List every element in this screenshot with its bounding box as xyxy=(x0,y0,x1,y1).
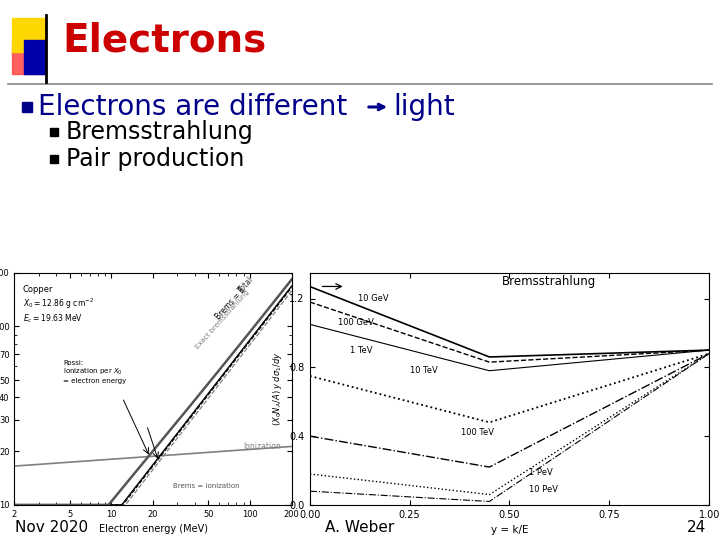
Text: Rossi:
Ionization per $X_0$
= electron energy: Rossi: Ionization per $X_0$ = electron e… xyxy=(63,360,127,384)
Text: Copper: Copper xyxy=(23,286,53,294)
Text: 100 GeV: 100 GeV xyxy=(338,318,374,327)
Text: Ionization: Ionization xyxy=(243,442,282,451)
Text: A. Weber: A. Weber xyxy=(325,519,395,535)
Text: Brems = E: Brems = E xyxy=(214,285,248,321)
Text: Brems = ionization: Brems = ionization xyxy=(174,483,240,489)
Text: 10 GeV: 10 GeV xyxy=(358,294,388,303)
Text: 100 TeV: 100 TeV xyxy=(462,428,495,437)
Y-axis label: $(X_0 N_A / A)\; y\; d\sigma_1/dy$: $(X_0 N_A / A)\; y\; d\sigma_1/dy$ xyxy=(271,352,284,426)
Bar xyxy=(12,18,46,52)
Bar xyxy=(50,128,58,136)
Text: $E_c = 19.63$ MeV: $E_c = 19.63$ MeV xyxy=(23,312,83,325)
X-axis label: Electron energy (MeV): Electron energy (MeV) xyxy=(99,524,207,534)
Text: Exact bremsstrahlung: Exact bremsstrahlung xyxy=(194,289,251,350)
Text: Electrons are different: Electrons are different xyxy=(38,93,356,121)
Text: light: light xyxy=(393,93,454,121)
Text: 24: 24 xyxy=(687,519,706,535)
Bar xyxy=(22,102,32,112)
Text: Bremsstrahlung: Bremsstrahlung xyxy=(66,120,253,144)
Bar xyxy=(12,46,46,74)
Text: Total: Total xyxy=(236,275,256,294)
Bar xyxy=(24,40,46,74)
Bar xyxy=(50,155,58,163)
Text: 1 PeV: 1 PeV xyxy=(529,468,553,477)
X-axis label: y = k/E: y = k/E xyxy=(490,525,528,535)
Text: Bremsstrahlung: Bremsstrahlung xyxy=(503,275,596,288)
Text: Nov 2020: Nov 2020 xyxy=(15,519,88,535)
Text: 10 TeV: 10 TeV xyxy=(410,366,437,375)
Text: 1 TeV: 1 TeV xyxy=(350,346,372,355)
Text: Pair production: Pair production xyxy=(66,147,244,171)
Text: Electrons: Electrons xyxy=(62,21,266,59)
Text: $X_0 = 12.86$ g cm$^{-2}$: $X_0 = 12.86$ g cm$^{-2}$ xyxy=(23,297,94,311)
Text: 10 PeV: 10 PeV xyxy=(529,485,559,494)
